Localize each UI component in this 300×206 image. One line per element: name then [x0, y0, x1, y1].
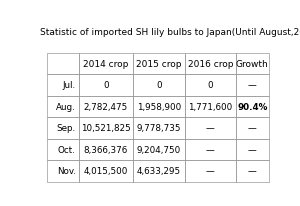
Text: Growth: Growth: [236, 60, 269, 68]
Bar: [185, 53, 236, 75]
Bar: [134, 96, 185, 117]
Text: Sep.: Sep.: [57, 124, 76, 133]
Text: 2,782,475: 2,782,475: [84, 102, 128, 111]
Text: 9,778,735: 9,778,735: [137, 124, 181, 133]
Text: 0: 0: [208, 81, 213, 90]
Text: Aug.: Aug.: [56, 102, 76, 111]
Text: —: —: [248, 145, 257, 154]
Text: —: —: [248, 124, 257, 133]
Bar: [134, 139, 185, 160]
Bar: [79, 139, 134, 160]
Text: 1,958,900: 1,958,900: [137, 102, 181, 111]
Text: 8,366,376: 8,366,376: [84, 145, 128, 154]
Bar: [185, 96, 236, 117]
Text: Nov.: Nov.: [57, 167, 76, 176]
Bar: [47, 96, 79, 117]
Bar: [185, 75, 236, 96]
Text: —: —: [206, 124, 215, 133]
Text: 2016 crop: 2016 crop: [188, 60, 233, 68]
Bar: [236, 96, 269, 117]
Bar: [79, 53, 134, 75]
Text: Jul.: Jul.: [63, 81, 76, 90]
Bar: [79, 96, 134, 117]
Text: 2015 crop: 2015 crop: [136, 60, 182, 68]
Text: 10,521,825: 10,521,825: [81, 124, 131, 133]
Bar: [134, 117, 185, 139]
Bar: [47, 160, 79, 182]
Bar: [79, 75, 134, 96]
Bar: [79, 117, 134, 139]
Text: —: —: [248, 81, 257, 90]
Text: Oct.: Oct.: [58, 145, 76, 154]
Bar: [236, 139, 269, 160]
Text: Statistic of imported SH lily bulbs to Japan(Until August,2016): Statistic of imported SH lily bulbs to J…: [40, 28, 300, 37]
Bar: [185, 117, 236, 139]
Bar: [236, 160, 269, 182]
Bar: [236, 117, 269, 139]
Text: 90.4%: 90.4%: [237, 102, 268, 111]
Bar: [47, 139, 79, 160]
Bar: [134, 53, 185, 75]
Text: 9,204,750: 9,204,750: [137, 145, 181, 154]
Text: —: —: [206, 167, 215, 176]
Text: 4,015,500: 4,015,500: [84, 167, 128, 176]
Bar: [185, 160, 236, 182]
Text: 0: 0: [103, 81, 109, 90]
Text: —: —: [248, 167, 257, 176]
Bar: [79, 160, 134, 182]
Text: 0: 0: [156, 81, 162, 90]
Bar: [47, 117, 79, 139]
Bar: [236, 53, 269, 75]
Bar: [134, 75, 185, 96]
Text: 4,633,295: 4,633,295: [137, 167, 181, 176]
Bar: [47, 53, 79, 75]
Bar: [47, 75, 79, 96]
Bar: [236, 75, 269, 96]
Bar: [185, 139, 236, 160]
Bar: [134, 160, 185, 182]
Text: 1,771,600: 1,771,600: [188, 102, 232, 111]
Text: 2014 crop: 2014 crop: [83, 60, 129, 68]
Text: —: —: [206, 145, 215, 154]
